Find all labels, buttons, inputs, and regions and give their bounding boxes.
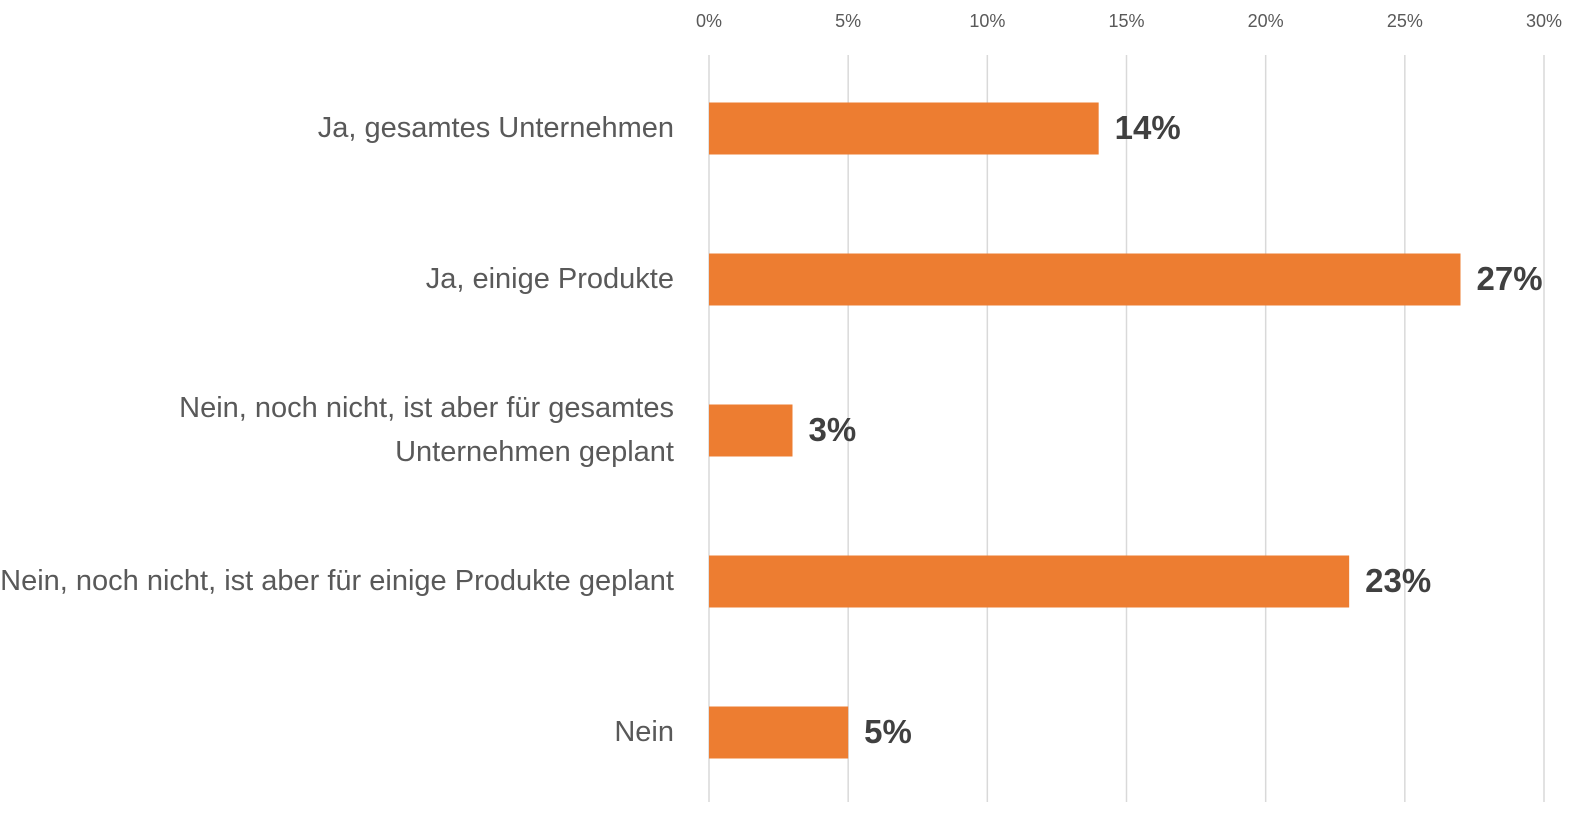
- x-tick-label: 25%: [1387, 11, 1423, 31]
- bar: [709, 555, 1350, 608]
- bar: [709, 102, 1099, 155]
- bar: [709, 404, 793, 457]
- bar: [709, 253, 1461, 306]
- data-label: 5%: [864, 713, 912, 750]
- bar: [709, 706, 849, 759]
- x-tick-label: 30%: [1526, 11, 1562, 31]
- y-tick-label: Ja, gesamtes Unternehmen: [317, 111, 674, 144]
- y-tick-label: Ja, einige Produkte: [425, 262, 674, 295]
- data-label: 27%: [1477, 260, 1543, 297]
- x-tick-label: 5%: [835, 11, 861, 31]
- data-label: 23%: [1365, 562, 1431, 599]
- data-label: 14%: [1115, 109, 1181, 146]
- x-tick-label: 20%: [1248, 11, 1284, 31]
- y-tick-label: Nein, noch nicht, ist aber für gesamtes …: [179, 392, 674, 468]
- data-label: 3%: [809, 411, 857, 448]
- x-tick-label: 0%: [696, 11, 722, 31]
- x-tick-label: 15%: [1108, 11, 1144, 31]
- y-tick-label: Nein, noch nicht, ist aber für einige Pr…: [0, 564, 674, 597]
- y-tick-label: Nein: [614, 715, 674, 748]
- x-tick-label: 10%: [969, 11, 1005, 31]
